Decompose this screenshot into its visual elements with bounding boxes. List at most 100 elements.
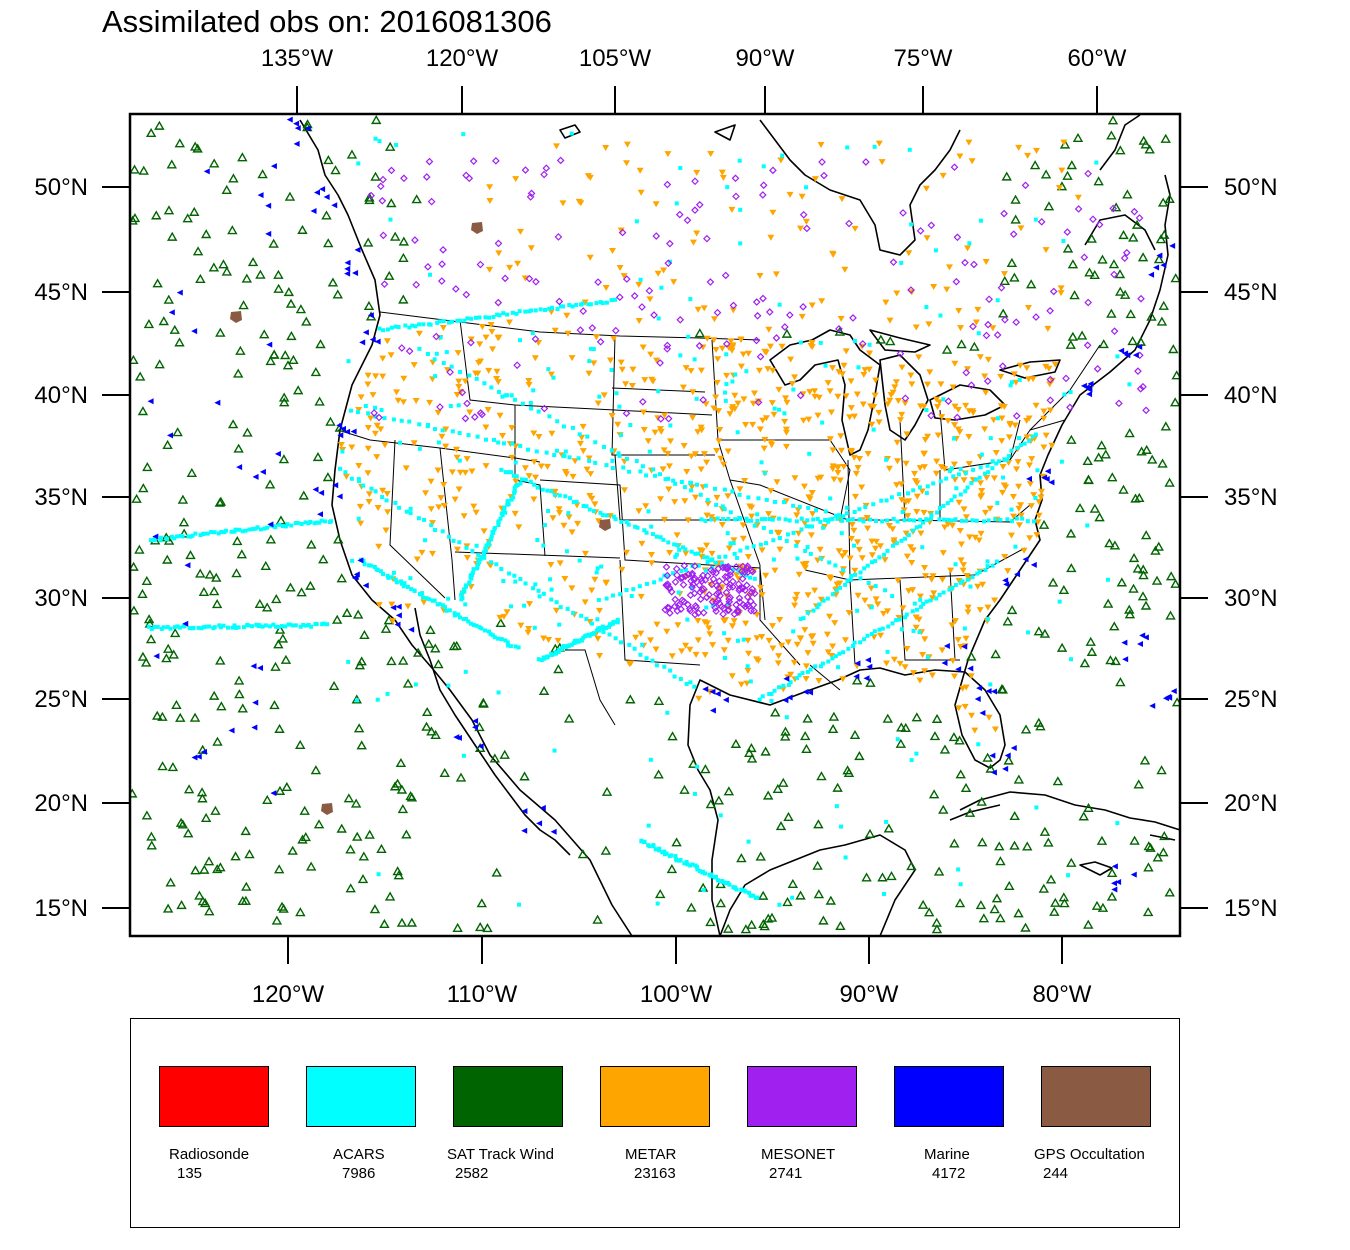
sat-wind-marker [832, 782, 843, 792]
sat-wind-marker [341, 607, 353, 617]
sat-wind-marker [208, 586, 220, 596]
metar-marker [975, 537, 983, 544]
metar-marker [355, 462, 363, 469]
acars-marker [891, 543, 896, 548]
metar-marker [342, 473, 350, 480]
sat-wind-marker [295, 304, 307, 314]
mesonet-marker [1130, 207, 1139, 216]
acars-marker [463, 617, 468, 622]
sat-wind-marker [268, 238, 279, 248]
metar-marker [954, 637, 962, 644]
metar-marker [453, 454, 461, 461]
metar-marker [701, 652, 709, 659]
acars-marker [356, 516, 361, 521]
acars-marker [818, 340, 823, 345]
sat-wind-marker [929, 731, 941, 741]
sat-wind-marker [600, 845, 612, 855]
acars-marker [797, 673, 802, 678]
mesonet-marker [645, 286, 654, 295]
bottom-lon-label: 120°W [252, 981, 325, 1008]
acars-marker [705, 497, 710, 502]
acars-marker [886, 624, 891, 629]
metar-marker [836, 580, 844, 587]
acars-marker [692, 357, 697, 362]
metar-marker [837, 315, 845, 322]
metar-marker [976, 354, 984, 361]
acars-marker [482, 555, 487, 560]
metar-marker [530, 496, 538, 503]
metar-marker [647, 551, 655, 558]
metar-marker [928, 576, 936, 583]
sat-wind-marker [281, 781, 293, 792]
sat-wind-marker [1096, 835, 1108, 845]
mesonet-marker [663, 345, 672, 353]
bottom-lon-label: 90°W [840, 981, 899, 1008]
metar-marker [694, 429, 702, 436]
sat-wind-marker [230, 851, 241, 861]
acars-marker [529, 308, 534, 313]
marine-marker [786, 694, 793, 701]
mesonet-marker [1115, 399, 1123, 408]
acars-marker [599, 564, 604, 569]
metar-marker [846, 555, 854, 562]
mesonet-marker [1012, 318, 1021, 327]
metar-marker [972, 319, 980, 326]
metar-marker [965, 139, 973, 146]
acars-marker [827, 560, 832, 565]
metar-marker [602, 285, 610, 292]
metar-marker [717, 455, 725, 462]
mesonet-marker [594, 278, 602, 286]
metar-marker [602, 580, 610, 587]
sat-wind-marker [287, 845, 298, 855]
marine-marker [709, 688, 716, 695]
acars-marker [657, 848, 662, 853]
mesonet-marker [427, 197, 436, 206]
acars-marker [523, 309, 528, 314]
acars-marker [695, 867, 700, 872]
marine-marker [1010, 744, 1017, 751]
acars-marker [207, 624, 212, 629]
acars-marker [794, 676, 799, 681]
acars-marker [593, 440, 598, 445]
marine-marker [344, 265, 351, 272]
acars-marker [491, 315, 496, 320]
acars-marker [851, 543, 856, 548]
acars-marker [861, 519, 866, 524]
lat-label-left: 20°N [34, 790, 88, 817]
marine-marker [1115, 878, 1122, 885]
acars-marker [538, 307, 543, 312]
acars-marker [1085, 523, 1090, 528]
metar-marker [639, 344, 647, 351]
sat-wind-marker [398, 294, 409, 304]
gps-occultation-marker [321, 803, 333, 815]
sat-wind-marker [241, 881, 252, 891]
acars-marker [658, 535, 663, 540]
sat-wind-marker [1128, 583, 1139, 593]
sat-wind-marker [1131, 219, 1143, 229]
metar-marker [545, 636, 553, 643]
acars-marker [962, 626, 967, 631]
sat-wind-marker [1010, 214, 1021, 224]
marine-marker [1022, 556, 1029, 563]
metar-marker [737, 363, 745, 370]
metar-marker [1051, 361, 1059, 368]
metar-marker [694, 618, 702, 625]
acars-marker [501, 311, 506, 316]
sat-wind-marker [1049, 906, 1060, 916]
marine-marker [1156, 252, 1163, 259]
mesonet-marker [1046, 375, 1055, 384]
acars-marker [833, 563, 838, 568]
metar-marker [950, 673, 958, 680]
sat-wind-marker [323, 238, 334, 248]
acars-marker [902, 518, 907, 523]
acars-marker [470, 549, 475, 554]
acars-marker [563, 494, 568, 499]
acars-marker [869, 632, 874, 637]
acars-marker [469, 316, 474, 321]
acars-marker [386, 575, 391, 580]
sat-wind-marker [882, 713, 893, 723]
metar-marker [640, 409, 648, 416]
sat-wind-marker [1009, 840, 1020, 850]
metar-marker [1032, 402, 1040, 409]
acars-marker [894, 541, 899, 546]
